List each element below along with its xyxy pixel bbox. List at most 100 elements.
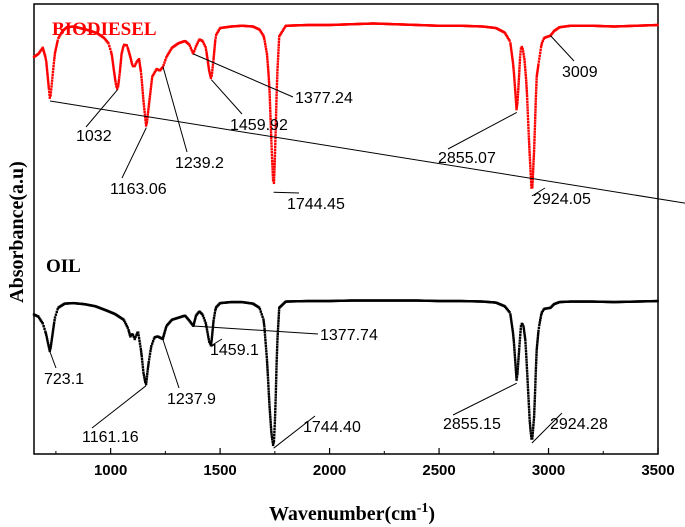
trace-point bbox=[534, 372, 537, 375]
trace-point bbox=[518, 342, 521, 345]
trace-point bbox=[525, 94, 529, 98]
trace-point bbox=[274, 390, 278, 394]
trace-point bbox=[274, 119, 278, 123]
trace-point bbox=[138, 60, 141, 63]
trace-point bbox=[532, 152, 536, 155]
trace-point bbox=[535, 75, 538, 78]
trace-point bbox=[273, 173, 276, 176]
trace-point bbox=[529, 434, 533, 438]
trace-point bbox=[276, 57, 280, 60]
trace-point bbox=[134, 335, 137, 339]
trace-point bbox=[51, 76, 54, 79]
trace-point bbox=[50, 85, 53, 88]
annotation-leader bbox=[210, 338, 223, 347]
trace-point bbox=[267, 83, 271, 86]
trace-point bbox=[275, 370, 278, 374]
trace-point bbox=[153, 70, 157, 74]
trace-point bbox=[53, 51, 57, 55]
trace-point bbox=[510, 53, 514, 56]
trace-point bbox=[275, 351, 279, 354]
trace-point bbox=[274, 131, 277, 134]
trace-point bbox=[534, 366, 538, 370]
trace-point bbox=[529, 178, 533, 181]
trace-point bbox=[118, 68, 122, 72]
x-tick-label: 1000 bbox=[94, 462, 127, 479]
trace-point bbox=[42, 51, 46, 54]
trace-point bbox=[165, 56, 168, 59]
trace-point bbox=[507, 37, 510, 41]
trace-point bbox=[527, 135, 531, 138]
trace-point bbox=[522, 327, 526, 331]
trace-point bbox=[522, 325, 525, 328]
trace-point bbox=[509, 315, 512, 318]
trace-point bbox=[54, 49, 57, 53]
trace-point bbox=[264, 336, 267, 339]
trace-point bbox=[503, 32, 507, 35]
trace-point bbox=[519, 330, 522, 334]
trace-point bbox=[45, 335, 48, 339]
trace-point bbox=[512, 336, 515, 340]
trace-point bbox=[45, 60, 48, 63]
trace-point bbox=[525, 355, 528, 359]
trace-point bbox=[43, 327, 46, 331]
trace-point bbox=[268, 93, 271, 96]
trace-point bbox=[526, 103, 529, 106]
trace-point bbox=[37, 315, 40, 318]
trace-point bbox=[196, 41, 199, 44]
trace-point bbox=[162, 63, 165, 67]
trace-point bbox=[512, 66, 515, 70]
trace-point bbox=[275, 373, 278, 377]
peak-label: 1459.92 bbox=[230, 117, 288, 134]
trace-point bbox=[515, 103, 519, 106]
series-label-biodiesel: BIODIESEL bbox=[52, 19, 157, 40]
trace-point bbox=[276, 68, 279, 72]
trace-point bbox=[261, 315, 264, 319]
trace-point bbox=[46, 78, 50, 81]
trace-point bbox=[147, 108, 150, 111]
trace-point bbox=[524, 73, 527, 77]
trace-point bbox=[45, 333, 48, 337]
trace-point bbox=[526, 117, 530, 121]
trace-point bbox=[526, 120, 530, 124]
trace-point bbox=[262, 320, 265, 323]
trace-point bbox=[274, 128, 277, 131]
trace-point bbox=[204, 321, 207, 325]
trace-point bbox=[164, 327, 168, 330]
trace-point bbox=[109, 50, 113, 53]
trace-point bbox=[41, 46, 44, 49]
trace-point bbox=[126, 46, 129, 49]
trace-point bbox=[535, 351, 538, 354]
trace-point bbox=[41, 322, 44, 325]
trace-point bbox=[528, 424, 532, 427]
trace-point bbox=[266, 379, 270, 382]
trace-point bbox=[518, 336, 522, 339]
trace-point bbox=[210, 337, 213, 341]
trace-point bbox=[535, 343, 539, 347]
trace-point bbox=[137, 334, 140, 337]
trace-point bbox=[523, 332, 526, 335]
trace-point bbox=[531, 178, 534, 181]
series-label-oil: OIL bbox=[46, 256, 81, 277]
trace-point bbox=[528, 153, 531, 156]
trace-point bbox=[527, 126, 530, 129]
trace-point bbox=[267, 70, 270, 74]
trace-point bbox=[52, 64, 55, 68]
trace-point bbox=[210, 71, 214, 74]
trace-point bbox=[194, 316, 197, 319]
trace-point bbox=[129, 55, 132, 59]
trace-point bbox=[273, 419, 277, 422]
trace-point bbox=[533, 407, 536, 411]
trace-point bbox=[534, 113, 537, 117]
trace-point bbox=[514, 93, 517, 96]
trace-point bbox=[147, 102, 151, 106]
trace-point bbox=[516, 365, 520, 368]
trace-point bbox=[258, 307, 262, 311]
trace-point bbox=[266, 371, 269, 374]
trace-point bbox=[148, 352, 152, 355]
trace-point bbox=[528, 421, 532, 425]
trace-point bbox=[134, 63, 137, 66]
trace-point bbox=[120, 50, 124, 54]
trace-point bbox=[193, 321, 196, 324]
peak-label: 1237.9 bbox=[167, 391, 216, 408]
trace-point bbox=[275, 91, 278, 94]
